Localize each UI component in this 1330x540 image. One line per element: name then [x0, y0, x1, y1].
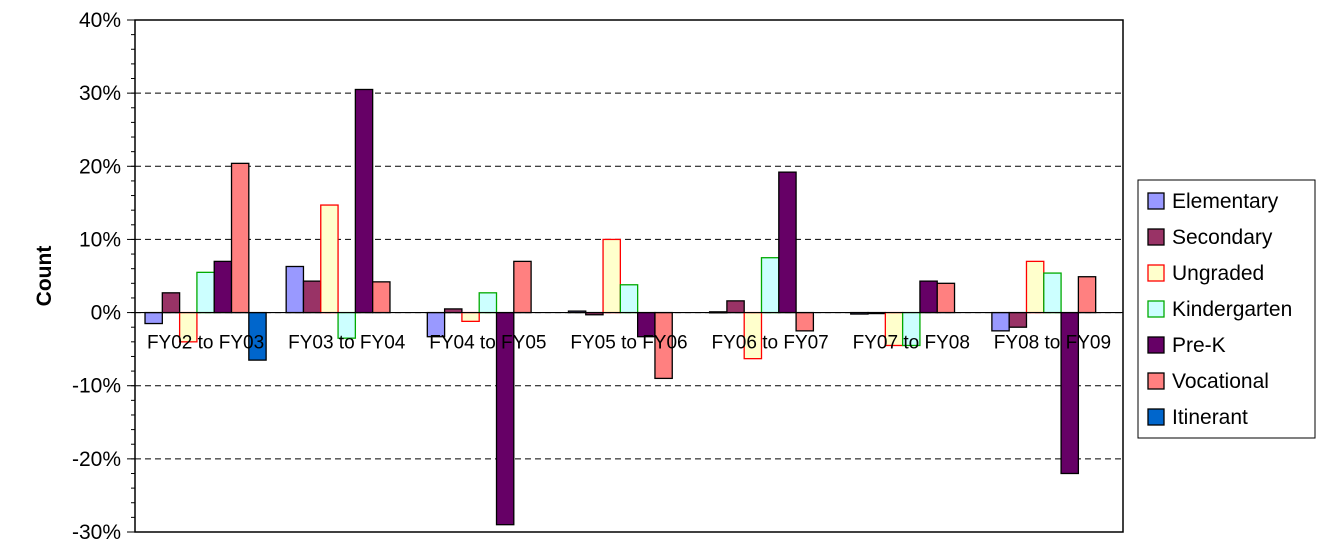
legend-swatch: [1147, 408, 1165, 426]
x-axis-labels: FY02 to FY03 FY03 to FY04 FY04 to FY05 FY05…: [147, 333, 1111, 354]
bar-secondary: [302, 280, 322, 314]
bar-pre-k: [919, 280, 938, 314]
bar-kindergarten: [1043, 272, 1062, 314]
y-axis: 40% 30% 20% 10% 0% -10% -20% -30%: [72, 9, 135, 540]
y-tick-label: 10%: [79, 228, 121, 251]
legend-swatch: [1147, 300, 1165, 318]
bar-ungraded: [602, 238, 621, 314]
bar-vocational: [936, 282, 956, 314]
bar-kindergarten: [478, 292, 498, 314]
legend-label: Pre-K: [1172, 334, 1226, 357]
bar-kindergarten: [196, 271, 215, 314]
plot-area: [134, 19, 1124, 533]
bar-vocational: [513, 260, 532, 314]
y-tick-label: 30%: [79, 82, 121, 105]
bar-ungraded: [1025, 260, 1045, 314]
y-tick-label: 0%: [91, 302, 121, 325]
bar-secondary: [161, 292, 181, 314]
legend-swatch: [1147, 192, 1165, 210]
bar-elementary: [144, 311, 163, 325]
x-tick-label: FY08 to FY09: [994, 333, 1111, 354]
x-tick-label: FY06 to FY07: [712, 333, 829, 354]
bar-vocational: [1077, 276, 1097, 314]
x-tick-label: FY03 to FY04: [288, 333, 406, 354]
legend-label: Vocational: [1172, 370, 1269, 393]
bar-secondary: [726, 300, 745, 314]
bar-pre-k: [354, 88, 374, 314]
legend-swatch: [1147, 372, 1165, 390]
x-tick-label: FY04 to FY05: [429, 333, 546, 354]
legend-box: [1137, 179, 1316, 439]
legend-label: Elementary: [1172, 190, 1279, 213]
bar-elementary: [991, 311, 1010, 332]
bar-secondary: [1008, 311, 1028, 328]
bar-pre-k: [213, 260, 233, 314]
bar-kindergarten: [760, 257, 780, 314]
bar-pre-k: [778, 171, 797, 314]
y-axis-label: Count: [33, 246, 56, 307]
x-tick-label: FY02 to FY03: [147, 333, 264, 354]
bar-vocational: [372, 281, 391, 314]
legend-label: Itinerant: [1172, 406, 1248, 429]
legend-label: Kindergarten: [1172, 298, 1292, 321]
bar-elementary: [285, 265, 305, 314]
y-tick-label: -20%: [72, 448, 121, 471]
bar-ungraded: [320, 204, 339, 314]
bar-kindergarten: [619, 284, 639, 314]
x-tick-label: FY07 to FY08: [853, 333, 970, 354]
legend-swatch: [1147, 336, 1165, 354]
legend: Elementary Secondary Ungraded Kindergarten P…: [1137, 179, 1316, 439]
bars: [144, 88, 1097, 526]
legend-swatch: [1147, 228, 1165, 246]
bar-vocational: [795, 311, 815, 332]
legend-label: Ungraded: [1172, 262, 1264, 285]
y-tick-label: 40%: [79, 9, 121, 32]
bar-ungraded: [461, 311, 480, 322]
x-tick-label: FY05 to FY06: [570, 333, 687, 354]
legend-label: Secondary: [1172, 226, 1273, 249]
bar-vocational: [230, 162, 250, 314]
legend-swatch: [1147, 264, 1165, 282]
y-tick-label: 20%: [79, 155, 121, 178]
y-tick-label: -30%: [72, 521, 121, 540]
y-tick-label: -10%: [72, 375, 121, 398]
